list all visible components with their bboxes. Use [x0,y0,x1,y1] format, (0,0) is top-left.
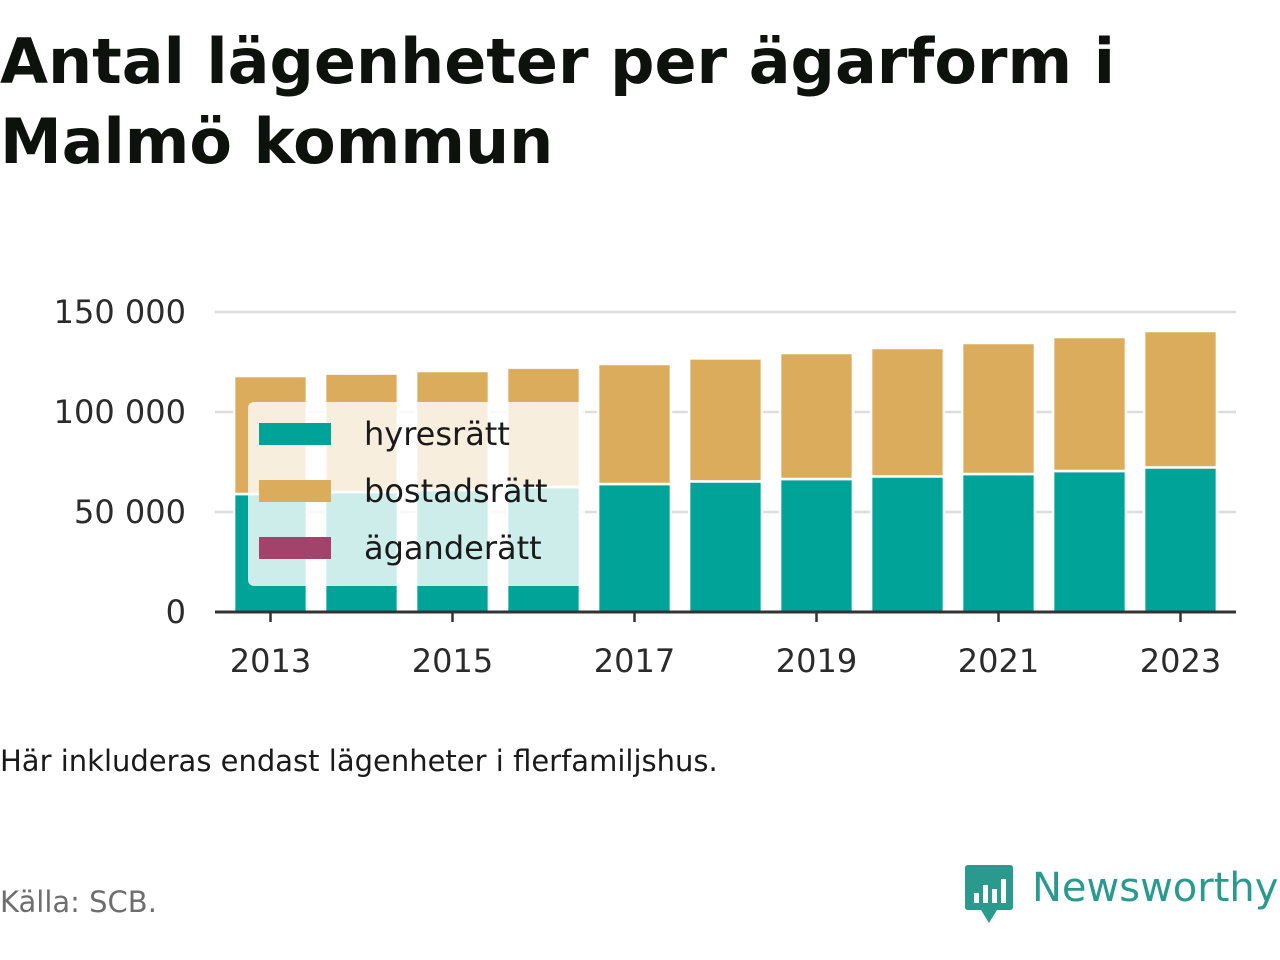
x-tick-label: 2021 [958,642,1039,680]
bar-segment [687,480,764,614]
stacked-bar-chart: 0 50 000 100 000 150 000 2013 2015 2017 2019 202… [54,293,1236,680]
legend: hyresrätt bostadsrätt äganderätt [248,402,585,586]
x-tick-label: 2019 [776,642,857,680]
chart-title: Antal lägenheter per ägarform i Malmö ko… [0,25,1115,178]
bar-segment [960,472,1037,614]
y-tick-label: 100 000 [54,393,186,431]
chart-note: Här inkluderas endast lägenheter i flerf… [0,744,718,778]
x-tick-label: 2013 [230,642,311,680]
bar-segment [869,475,946,614]
source-text: Källa: SCB. [0,885,157,919]
y-tick-label: 150 000 [54,293,186,331]
legend-swatch [259,480,331,502]
legend-label: äganderätt [364,529,542,567]
legend-label: hyresrätt [364,415,510,453]
legend-label: bostadsrätt [364,472,548,510]
brand-logo: Newsworthy [964,862,1278,926]
legend-swatch [259,423,331,445]
newsworthy-logo-icon [965,865,1013,923]
legend-swatch [259,537,331,559]
bar-segment [687,357,764,483]
bar-segment [1051,335,1128,473]
x-tick-label: 2023 [1140,642,1221,680]
bar-segment [1051,469,1128,614]
axes: 0 50 000 100 000 150 000 2013 2015 2017 2019 202… [54,293,1236,680]
bar-segment [596,482,673,614]
x-tick-label: 2017 [594,642,675,680]
bar-segment [960,341,1037,476]
brand-name: Newsworthy [1032,865,1279,911]
bar-segment [869,346,946,478]
bar-segment [778,351,855,481]
bar-segment [596,362,673,486]
bar-segment [1142,466,1219,614]
x-tick-label: 2015 [412,642,493,680]
y-tick-label: 0 [166,593,186,631]
legend-box [248,402,585,586]
y-tick-label: 50 000 [74,493,186,531]
bar-segment [1142,329,1219,469]
bar-segment [778,477,855,614]
